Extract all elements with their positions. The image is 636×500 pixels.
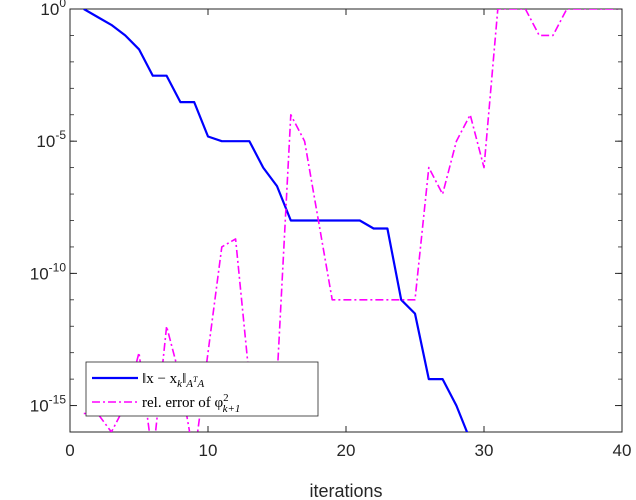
x-tick-label: 0 — [65, 441, 74, 460]
x-axis-label: iterations — [309, 481, 382, 500]
x-tick-label: 20 — [337, 441, 356, 460]
y-tick-label: 100 — [40, 0, 66, 19]
y-tick-label: 10-5 — [36, 128, 66, 151]
legend-box — [85, 361, 319, 417]
y-tick-label: 10-15 — [30, 393, 67, 416]
x-tick-label: 10 — [199, 441, 218, 460]
legend-label-2: rel. error of φ2 k+1 — [142, 392, 240, 415]
series-line-1 — [83, 9, 469, 432]
y-tick-label: 10-10 — [30, 260, 67, 283]
legend: ‖x − xk‖ATA rel. error of φ2 k+1 — [85, 361, 319, 417]
legend-label-1: ‖x − xk‖ATA — [142, 371, 204, 390]
series-lines — [83, 9, 622, 432]
series-line-2 — [83, 9, 622, 432]
x-tick-label: 30 — [475, 441, 494, 460]
x-tick-label: 40 — [613, 441, 632, 460]
axis-ticks: 0 10 20 30 40 100 10-5 10-10 10-15 — [30, 0, 632, 460]
